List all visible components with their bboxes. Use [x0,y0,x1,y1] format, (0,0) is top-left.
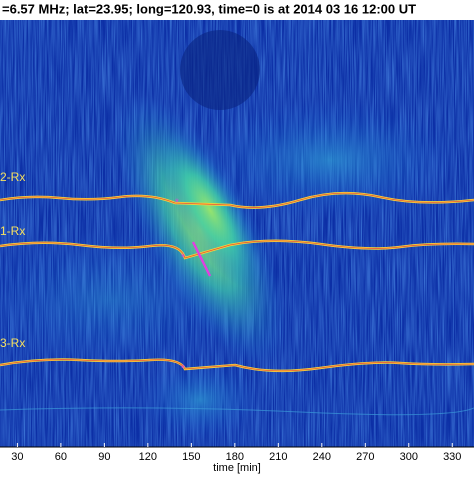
title-band [0,0,474,20]
x-tick-label: 150 [182,451,200,463]
x-tick-label: 240 [313,451,331,463]
x-tick-label: 180 [226,451,244,463]
x-tick-label: 210 [269,451,287,463]
svg-text:*: * [181,253,185,264]
x-ticks: 30 60 90 120 150 180 210 240 270 300 330 [11,443,461,463]
x-tick-label: 30 [11,451,23,463]
trace-label: 3-Rx [0,336,25,350]
trace-label: 1-Rx [0,224,25,238]
trace-label: 2-Rx [0,170,25,184]
svg-text:*: * [181,364,185,375]
spectrogram-image: * * * [0,20,474,447]
svg-text:*: * [175,198,179,209]
x-tick-label: 90 [98,451,110,463]
x-tick-label: 270 [356,451,374,463]
chart-title: =6.57 MHz; lat=23.95; long=120.93, time=… [2,1,416,16]
x-tick-label: 300 [400,451,418,463]
x-tick-label: 330 [443,451,461,463]
x-axis-label: time [min] [213,462,261,474]
x-tick-label: 60 [55,451,67,463]
x-tick-label: 120 [139,451,157,463]
